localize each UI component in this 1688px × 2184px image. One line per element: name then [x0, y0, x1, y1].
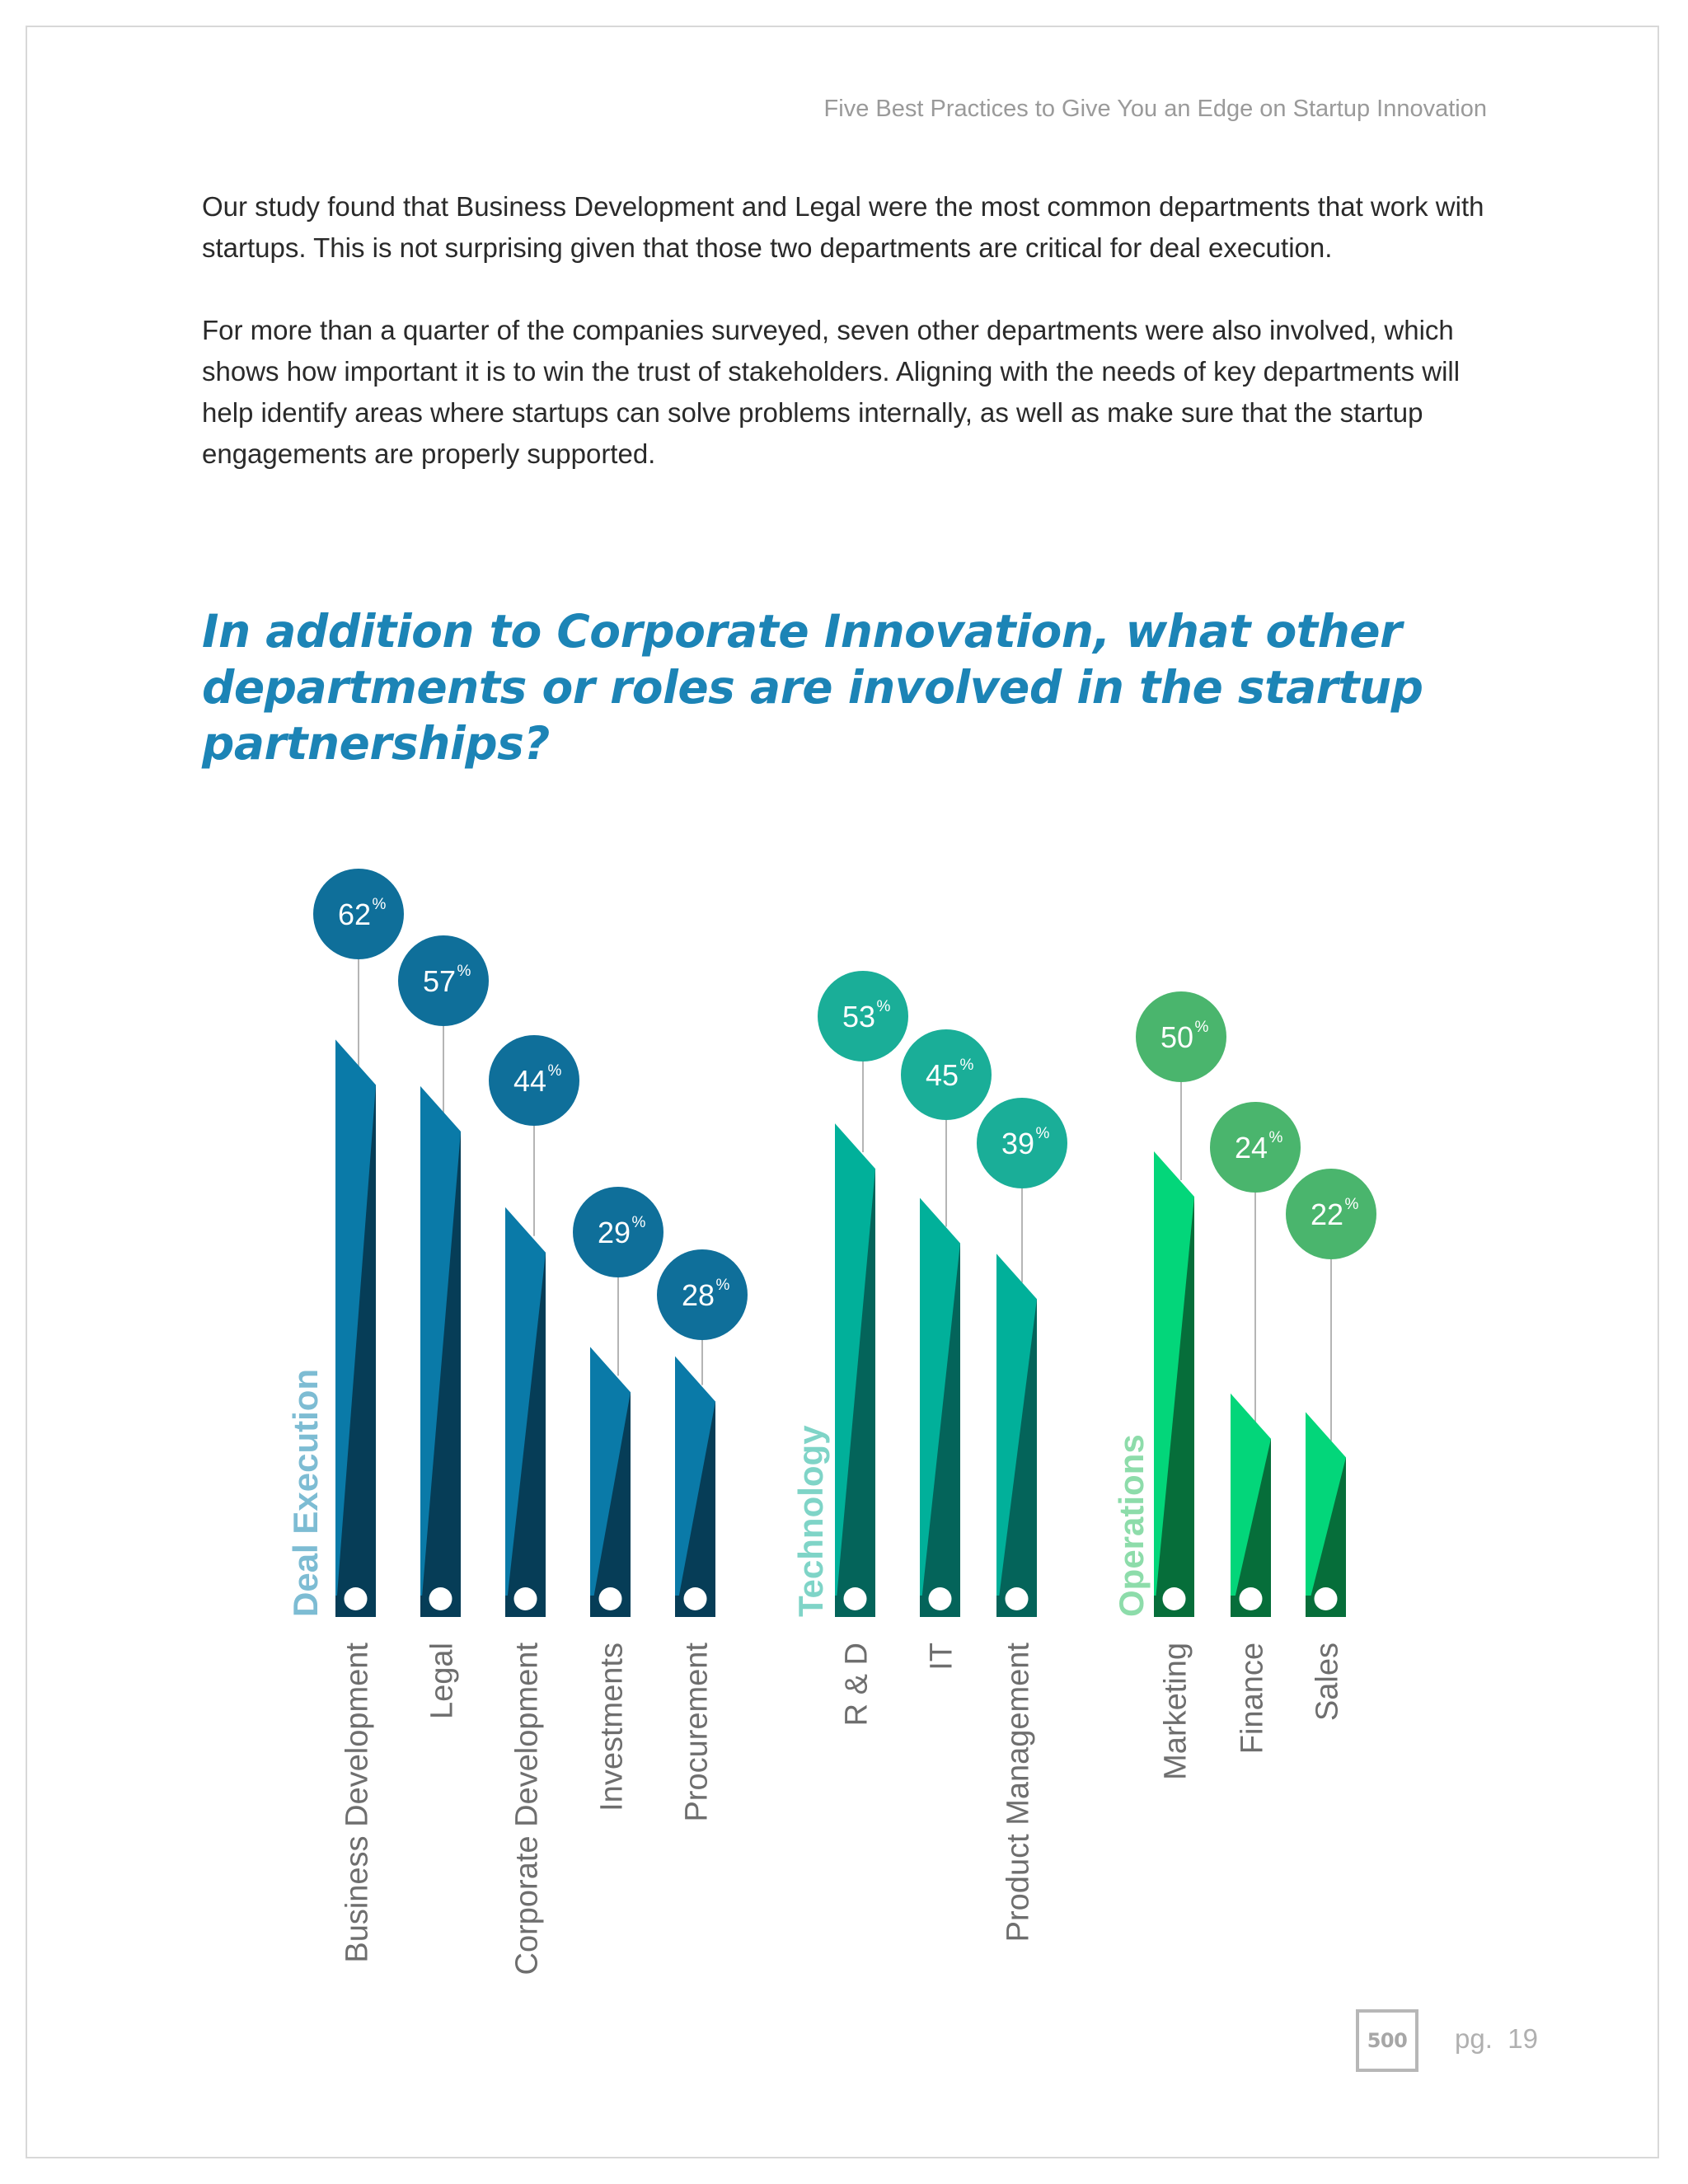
value-bubble — [573, 1187, 663, 1277]
category-label: Sales — [1311, 1643, 1345, 1721]
bar-shade — [1306, 1457, 1346, 1617]
category-label: Business Development — [340, 1643, 375, 1963]
value-unit: % — [632, 1214, 646, 1231]
group-label: Operations — [1112, 1434, 1151, 1617]
value-unit: % — [373, 896, 387, 913]
value-bubble — [657, 1249, 748, 1340]
value-bubble — [977, 1098, 1067, 1188]
bar-shade — [920, 1243, 960, 1617]
value-unit: % — [1036, 1125, 1050, 1142]
value-label: 57 — [423, 964, 456, 998]
category-label: Finance — [1236, 1643, 1270, 1754]
value-label: 44 — [513, 1064, 546, 1098]
page-number-value: 19 — [1507, 2023, 1538, 2054]
value-label: 29 — [598, 1216, 631, 1249]
value-bubble — [398, 935, 489, 1026]
body-paragraph: For more than a quarter of the companies… — [202, 315, 1461, 469]
value-label: 53 — [842, 1000, 875, 1033]
value-unit: % — [877, 998, 891, 1015]
bar-base-dot — [429, 1587, 452, 1610]
bar-base-dot — [344, 1587, 368, 1610]
page-label: pg. — [1455, 2023, 1493, 2054]
value-label: 22 — [1311, 1197, 1343, 1231]
category-label: R & D — [840, 1643, 874, 1726]
bar-shade — [996, 1299, 1037, 1617]
category-label: Corporate Development — [510, 1643, 545, 1975]
bar-base-dot — [598, 1587, 622, 1610]
bar-base-dot — [1005, 1587, 1029, 1610]
value-unit: % — [1195, 1019, 1209, 1036]
value-bubble — [1136, 991, 1226, 1082]
bar-shade — [590, 1392, 631, 1617]
bar-shade — [420, 1131, 461, 1617]
value-label: 39 — [1001, 1127, 1034, 1160]
category-label: Marketing — [1159, 1643, 1193, 1780]
value-bubble — [818, 971, 908, 1062]
category-label: Investments — [595, 1643, 630, 1811]
category-label: Procurement — [680, 1643, 715, 1822]
value-unit: % — [960, 1057, 974, 1074]
value-label: 45 — [926, 1058, 959, 1092]
value-bubble — [489, 1035, 579, 1126]
bar-shade — [335, 1085, 376, 1617]
value-unit: % — [716, 1277, 730, 1294]
value-label: 62 — [338, 898, 371, 931]
value-bubble — [1286, 1169, 1376, 1259]
body-paragraph: Our study found that Business Developmen… — [202, 191, 1484, 263]
chart-heading: In addition to Corporate Innovation, wha… — [202, 605, 1423, 770]
bar-base-dot — [513, 1587, 537, 1610]
bar-base-dot — [1314, 1587, 1338, 1610]
bar-shade — [1154, 1197, 1194, 1617]
value-label: 50 — [1160, 1020, 1193, 1054]
bar-shade — [835, 1169, 875, 1617]
value-bubble — [313, 869, 404, 959]
bar-base-dot — [1162, 1587, 1186, 1610]
bar-shade — [505, 1252, 546, 1617]
bar-shade — [675, 1401, 715, 1617]
value-unit: % — [457, 963, 471, 980]
category-label: Legal — [425, 1643, 460, 1719]
category-label: IT — [925, 1643, 959, 1671]
value-bubble — [1210, 1102, 1301, 1193]
bar-base-dot — [683, 1587, 707, 1610]
page-frame — [26, 26, 1659, 2158]
bar-base-dot — [1239, 1587, 1263, 1610]
value-unit: % — [1269, 1129, 1283, 1146]
bar-base-dot — [843, 1587, 867, 1610]
bar-shade — [1231, 1438, 1271, 1617]
group-label: Deal Execution — [286, 1369, 325, 1617]
running-header: Five Best Practices to Give You an Edge … — [823, 96, 1487, 122]
category-label: Product Management — [1001, 1643, 1036, 1943]
value-label: 24 — [1235, 1131, 1268, 1165]
bar-base-dot — [928, 1587, 952, 1610]
value-label: 28 — [682, 1278, 715, 1312]
value-unit: % — [548, 1062, 562, 1080]
brand-logo: 500 — [1356, 2009, 1418, 2072]
page-number: pg. 19 — [1455, 2023, 1538, 2055]
value-unit: % — [1345, 1196, 1359, 1213]
value-bubble — [901, 1029, 992, 1120]
group-label: Technology — [791, 1425, 830, 1617]
